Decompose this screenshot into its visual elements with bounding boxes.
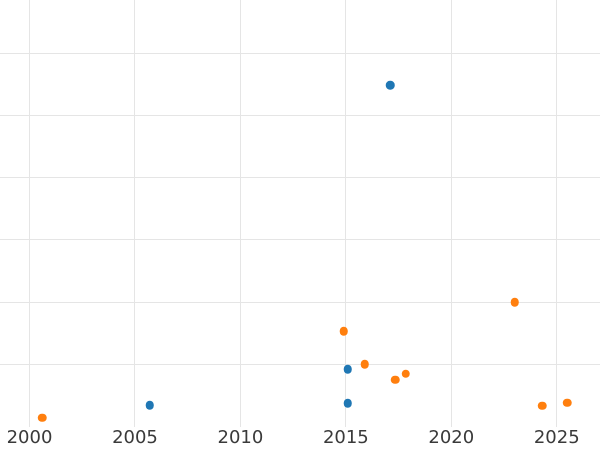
gridline-vertical [345, 0, 347, 427]
gridline-vertical [239, 0, 241, 427]
data-point-series-orange [510, 297, 519, 307]
x-tick-label: 2005 [112, 427, 158, 448]
plot-area [0, 0, 600, 427]
gridline-vertical [450, 0, 452, 427]
gridline-horizontal [0, 52, 600, 54]
gridline-vertical [134, 0, 136, 427]
data-point-series-orange [37, 413, 47, 423]
data-point-series-blue [343, 399, 353, 408]
gridline-vertical [29, 0, 31, 427]
x-tick-label: 2020 [428, 427, 475, 448]
data-point-series-orange [339, 327, 348, 336]
data-point-series-orange [360, 360, 370, 369]
data-point-series-orange [401, 369, 411, 378]
gridline-horizontal [0, 301, 600, 303]
x-axis: 2000 2005 2010 2015 2020 2025 [0, 427, 600, 450]
x-tick-label: 2010 [217, 427, 264, 448]
gridline-horizontal [0, 239, 600, 241]
data-point-series-orange [563, 398, 572, 408]
gridline-horizontal [0, 115, 600, 117]
x-tick-label: 2025 [533, 427, 580, 448]
data-point-series-blue [385, 80, 395, 90]
data-point-series-orange [537, 401, 547, 411]
x-tick-label: 2000 [6, 427, 53, 448]
gridline-vertical [556, 0, 558, 427]
x-tick-label: 2015 [322, 427, 369, 448]
gridline-horizontal [0, 177, 600, 179]
data-point-series-blue [343, 365, 353, 374]
data-point-series-blue [145, 401, 154, 410]
data-point-series-orange [391, 375, 400, 385]
gridline-horizontal [0, 363, 600, 365]
